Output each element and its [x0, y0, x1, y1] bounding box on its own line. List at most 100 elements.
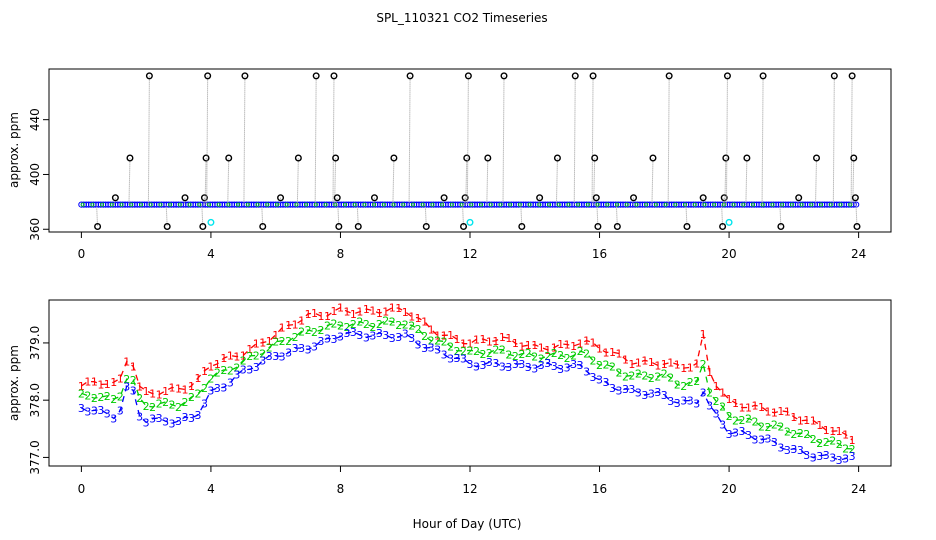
- series-1-marker: 1: [259, 337, 266, 350]
- series-2-marker: 2: [447, 340, 454, 353]
- spike-point: [723, 72, 731, 80]
- series-3-marker: 3: [479, 359, 486, 372]
- series-1-marker: 1: [421, 316, 428, 329]
- series-2-marker: 2: [149, 401, 156, 414]
- series-3-marker: 3: [732, 426, 739, 439]
- series-1-marker: 1: [143, 385, 150, 398]
- spike-point: [518, 223, 526, 231]
- x-axis-label: Hour of Day (UTC): [413, 517, 522, 531]
- series-2-marker: 2: [615, 366, 622, 379]
- baseline-point-alt: [819, 202, 824, 207]
- series-2-marker: 2: [596, 359, 603, 372]
- series-2-marker: 2: [849, 443, 856, 456]
- spike-point: [440, 194, 448, 202]
- series-1-marker: 1: [123, 356, 130, 369]
- top-panel: approx. ppm 0 4 8 12 16 20 24 360 400 440: [7, 68, 892, 261]
- series-1-marker: 1: [570, 340, 577, 353]
- series-1-marker: 1: [240, 349, 247, 362]
- spike-point: [594, 223, 602, 231]
- series-1-marker: 1: [764, 405, 771, 418]
- spike-point: [683, 223, 691, 231]
- series-3-marker: 3: [227, 377, 234, 390]
- spike-drop-line: [725, 75, 728, 205]
- baseline-point-alt: [508, 202, 513, 207]
- baseline-point-alt: [498, 202, 503, 207]
- baseline-point-alt: [702, 202, 707, 207]
- series-3-marker: 3: [421, 342, 428, 355]
- baseline-point-alt: [760, 202, 765, 207]
- series-2-marker: 2: [777, 420, 784, 433]
- baseline-point-alt: [449, 202, 454, 207]
- series-3-marker: 3: [182, 411, 189, 424]
- series-1-marker: 1: [447, 329, 454, 342]
- baseline-point-alt: [148, 202, 153, 207]
- spike-drop-line: [591, 75, 594, 205]
- flagged-point: [466, 218, 474, 226]
- series-1-marker: 1: [674, 358, 681, 371]
- spike-drop-line: [201, 204, 204, 227]
- series-1-marker: 1: [78, 380, 85, 393]
- baseline-point-alt: [479, 202, 484, 207]
- series-1-marker: 1: [505, 332, 512, 345]
- series-1-marker: 1: [343, 305, 350, 318]
- series-3-marker: 3: [544, 357, 551, 370]
- series-3-marker: 3: [330, 333, 337, 346]
- spike-point: [699, 194, 707, 202]
- spike-point: [464, 72, 472, 80]
- spike-drop-line: [337, 204, 340, 227]
- series-2-marker: 2: [123, 373, 130, 386]
- series-2-marker: 2: [609, 361, 616, 374]
- spike-point: [553, 154, 561, 162]
- series-1-marker: 1: [389, 302, 396, 315]
- series-1-marker: 1: [700, 328, 707, 341]
- series-3-marker: 3: [654, 386, 661, 399]
- series-1-marker: 1: [518, 340, 525, 353]
- series-3-marker: 3: [117, 405, 124, 418]
- spike-point: [484, 154, 492, 162]
- series-3-marker: 3: [292, 342, 299, 355]
- series-1-marker: 1: [758, 401, 765, 414]
- series-3-marker: 3: [91, 404, 98, 417]
- baseline-point-alt: [809, 202, 814, 207]
- spike-point: [665, 72, 673, 80]
- series-3-marker: 3: [505, 361, 512, 374]
- series-1-marker: 1: [816, 419, 823, 432]
- series-1-marker: 1: [110, 376, 117, 389]
- series-2-marker: 2: [175, 401, 182, 414]
- series-1-marker: 1: [434, 330, 441, 343]
- series-2-marker: 2: [544, 350, 551, 363]
- series-2-marker: 2: [78, 387, 85, 400]
- series-1-marker: 1: [441, 329, 448, 342]
- series-1-marker: 1: [486, 336, 493, 349]
- spike-point: [294, 154, 302, 162]
- series-3-marker: 3: [285, 347, 292, 360]
- baseline-point-alt: [663, 202, 668, 207]
- spike-drop-line: [685, 204, 688, 227]
- series-3-marker: 3: [564, 362, 571, 375]
- baseline-point-alt: [187, 202, 192, 207]
- series-3-marker: 3: [609, 382, 616, 395]
- spike-point: [406, 72, 414, 80]
- series-2-marker: 2: [590, 355, 597, 368]
- spike-point: [630, 194, 638, 202]
- spike-point: [370, 194, 378, 202]
- series-2-marker: 2: [253, 349, 260, 362]
- flagged-point: [725, 218, 733, 226]
- series-2-marker: 2: [648, 372, 655, 385]
- baseline-point-alt: [527, 202, 532, 207]
- series-1-marker: 1: [784, 406, 791, 419]
- series-2-marker: 2: [784, 425, 791, 438]
- baseline-point-alt: [615, 202, 620, 207]
- series-3-marker: 3: [790, 443, 797, 456]
- baseline-point-alt: [216, 202, 221, 207]
- series-3-marker: 3: [803, 449, 810, 462]
- series-2-marker: 2: [382, 315, 389, 328]
- series-2-marker: 2: [272, 336, 279, 349]
- spike-point: [312, 72, 320, 80]
- series-2-marker: 2: [156, 398, 163, 411]
- series-3-marker: 3: [777, 442, 784, 455]
- series-1-marker: 1: [285, 319, 292, 332]
- series-1-marker: 1: [279, 322, 286, 335]
- series-1-marker: 1: [577, 338, 584, 351]
- series-3-marker: 3: [531, 362, 538, 375]
